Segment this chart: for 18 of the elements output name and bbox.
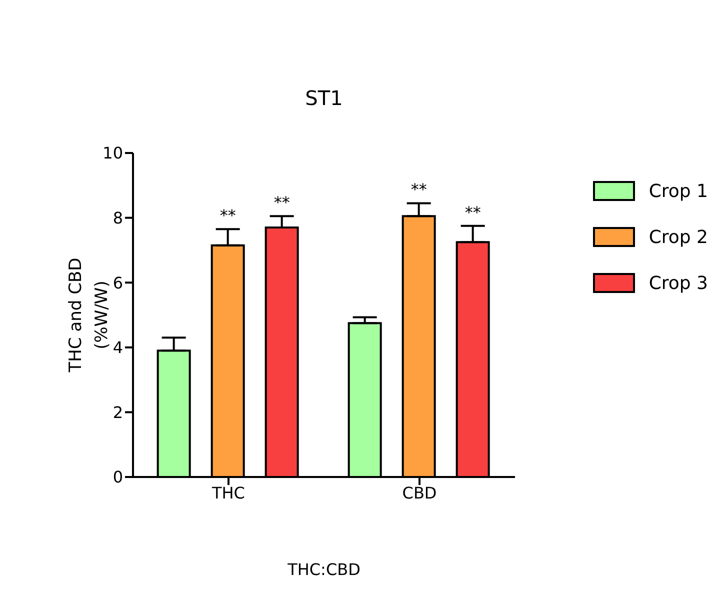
data-label: ** [220, 206, 236, 226]
legend-label: Crop 1 [648, 180, 708, 202]
y-tick-label: 10 [102, 144, 123, 163]
data-label: ** [464, 202, 481, 222]
y-tick-label: 6 [112, 273, 123, 292]
y-tick-label: 4 [112, 338, 123, 358]
x-axis-title: THC:CBD [286, 560, 360, 579]
y-tick-label: 0 [112, 468, 123, 487]
y-tick-label: 2 [112, 402, 123, 422]
legend-label: Crop 2 [648, 226, 708, 248]
legend-label: Crop 3 [648, 272, 708, 294]
y-axis-title: THC and CBD (%W/W) [66, 258, 112, 374]
chart-title: ST1 [304, 86, 344, 110]
x-tick-label: CBD [402, 483, 437, 502]
y-tick-label: 8 [112, 208, 123, 228]
data-label: ** [274, 193, 290, 212]
data-label: ** [410, 180, 427, 200]
x-tick-label: THC [211, 483, 245, 502]
